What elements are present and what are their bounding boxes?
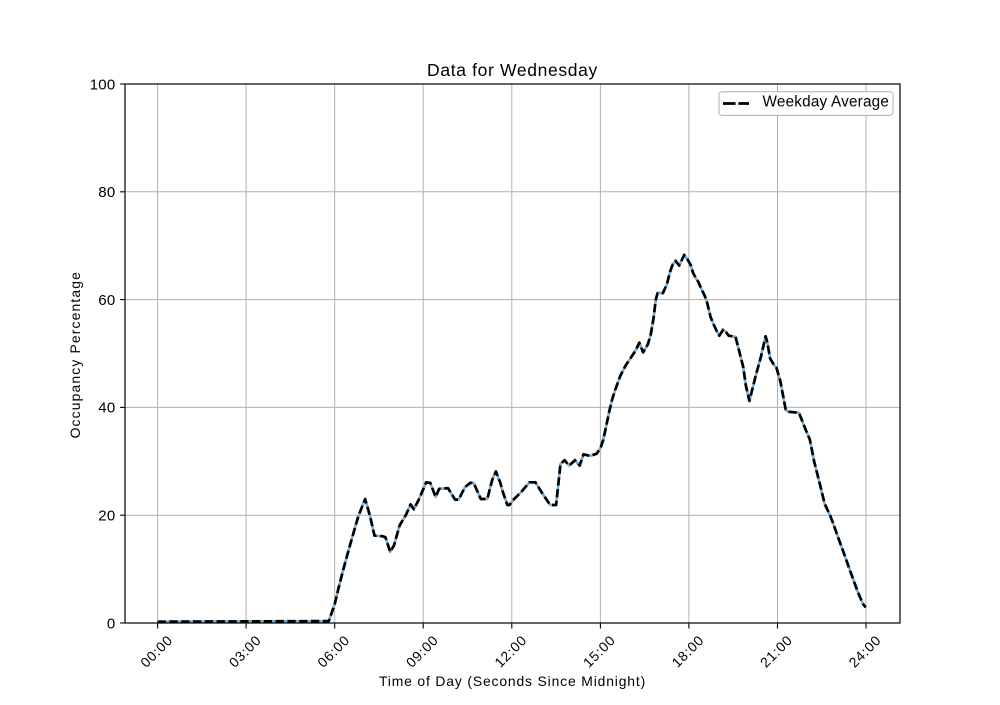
svg-text:Occupancy Percentage: Occupancy Percentage [67,271,83,438]
svg-text:Time of Day (Seconds Since Mid: Time of Day (Seconds Since Midnight) [379,673,646,689]
svg-text:80: 80 [98,184,115,201]
svg-text:100: 100 [90,76,116,93]
svg-text:Data for Wednesday: Data for Wednesday [427,60,598,80]
svg-text:60: 60 [98,292,115,309]
svg-text:0: 0 [107,615,116,632]
svg-text:20: 20 [98,508,115,525]
svg-text:Weekday Average: Weekday Average [763,94,890,111]
svg-text:40: 40 [98,400,115,417]
